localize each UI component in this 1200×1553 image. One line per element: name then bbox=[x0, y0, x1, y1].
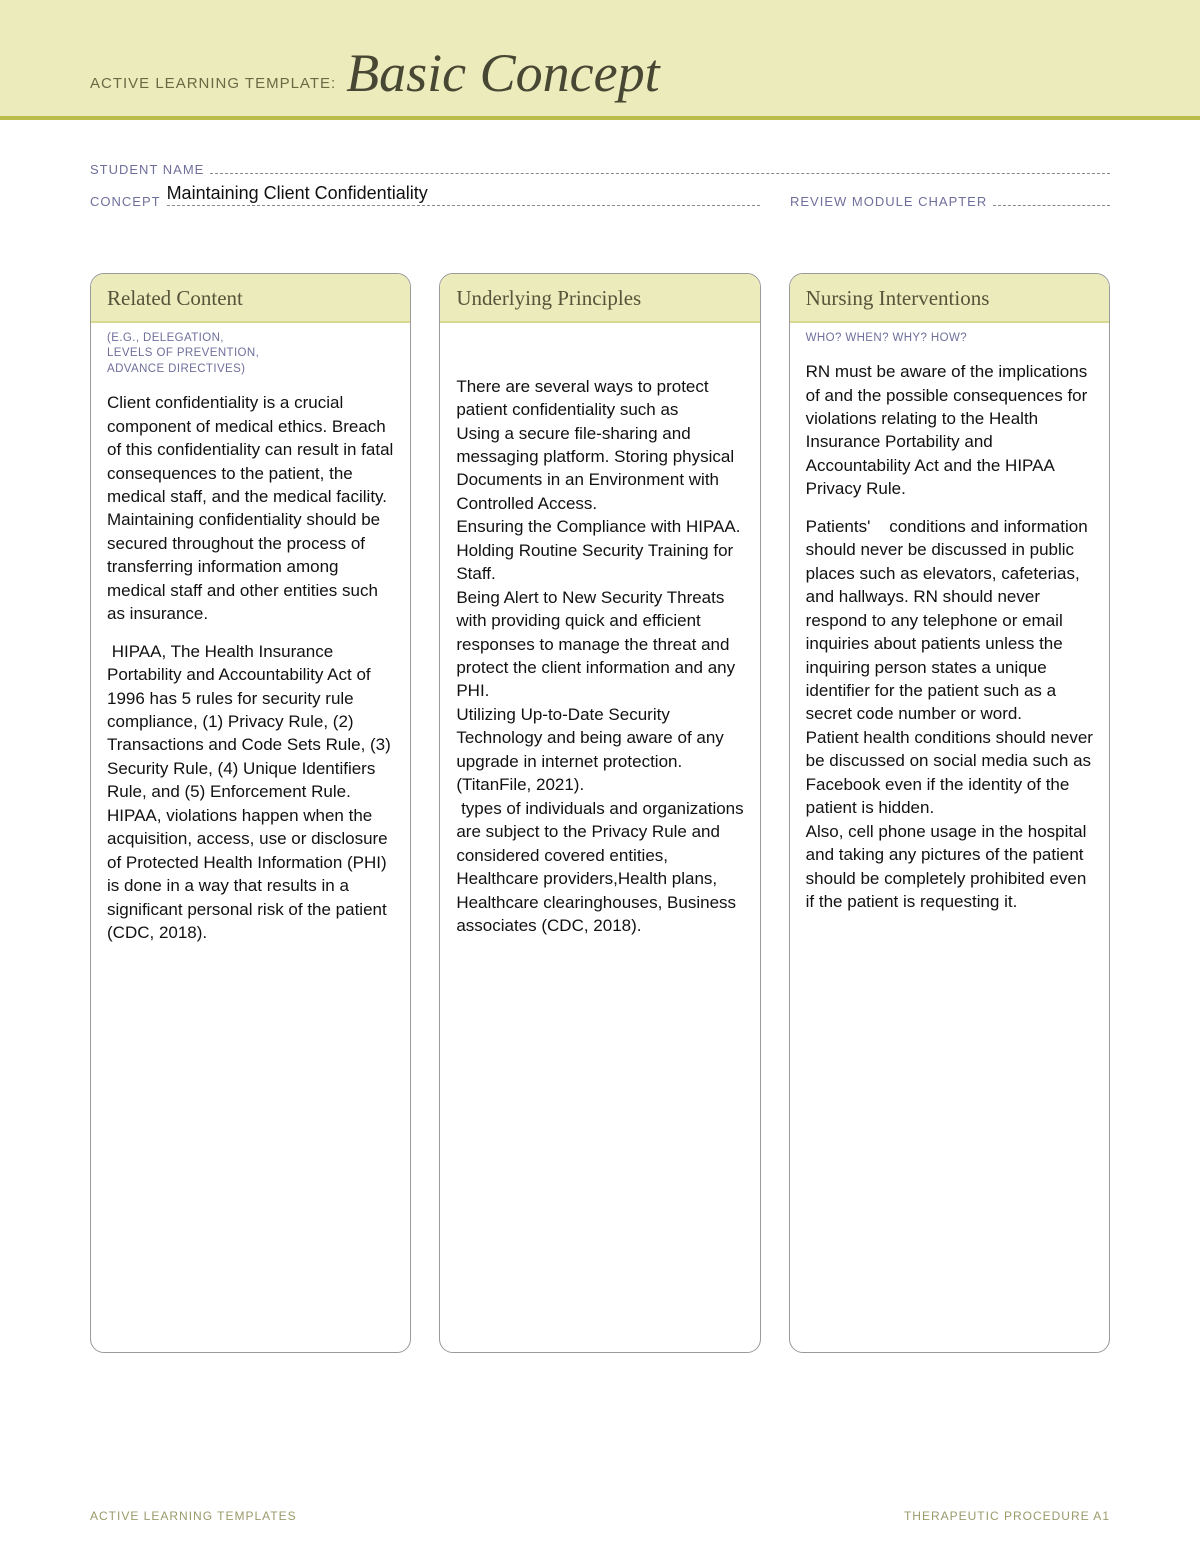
concept-row: CONCEPT Maintaining Client Confidentiali… bbox=[90, 191, 1110, 208]
page: ACTIVE LEARNING TEMPLATE: Basic Concept … bbox=[0, 0, 1200, 1553]
column-body: There are several ways to protect patien… bbox=[440, 367, 759, 968]
student-name-label: STUDENT NAME bbox=[90, 162, 204, 177]
student-name-line bbox=[210, 160, 1110, 174]
paragraph: Client confidentiality is a crucial comp… bbox=[107, 391, 394, 626]
column-header: Related Content bbox=[91, 274, 410, 323]
column-title: Nursing Interventions bbox=[806, 286, 1093, 311]
column-title: Underlying Principles bbox=[456, 286, 743, 311]
concept-label: CONCEPT bbox=[90, 194, 161, 209]
column-title: Related Content bbox=[107, 286, 394, 311]
column-nursing-interventions: Nursing Interventions WHO? WHEN? WHY? HO… bbox=[789, 273, 1110, 1353]
student-row: STUDENT NAME bbox=[90, 160, 1110, 177]
column-underlying-principles: Underlying Principles There are several … bbox=[439, 273, 760, 1353]
review-line bbox=[993, 191, 1110, 205]
footer: ACTIVE LEARNING TEMPLATES THERAPEUTIC PR… bbox=[90, 1509, 1110, 1523]
concept-value: Maintaining Client Confidentiality bbox=[167, 183, 428, 204]
column-related-content: Related Content (E.G., DELEGATION, LEVEL… bbox=[90, 273, 411, 1353]
paragraph: HIPAA, The Health Insurance Portability … bbox=[107, 640, 394, 945]
column-subtitle: WHO? WHEN? WHY? HOW? bbox=[790, 323, 1109, 353]
column-body: RN must be aware of the implications of … bbox=[790, 352, 1109, 943]
column-body: Client confidentiality is a crucial comp… bbox=[91, 383, 410, 974]
header-prefix: ACTIVE LEARNING TEMPLATE: bbox=[90, 75, 336, 92]
header-band: ACTIVE LEARNING TEMPLATE: Basic Concept bbox=[0, 0, 1200, 120]
column-subtitle: (E.G., DELEGATION, LEVELS OF PREVENTION,… bbox=[91, 323, 410, 384]
meta-section: STUDENT NAME CONCEPT Maintaining Client … bbox=[0, 120, 1200, 243]
columns: Related Content (E.G., DELEGATION, LEVEL… bbox=[0, 243, 1200, 1353]
footer-left: ACTIVE LEARNING TEMPLATES bbox=[90, 1509, 297, 1523]
footer-right: THERAPEUTIC PROCEDURE A1 bbox=[904, 1509, 1110, 1523]
column-subtitle bbox=[440, 323, 759, 367]
review-label: REVIEW MODULE CHAPTER bbox=[790, 194, 987, 209]
paragraph: Patients' conditions and information sho… bbox=[806, 515, 1093, 914]
column-header: Nursing Interventions bbox=[790, 274, 1109, 323]
concept-line: Maintaining Client Confidentiality bbox=[167, 191, 760, 205]
paragraph: RN must be aware of the implications of … bbox=[806, 360, 1093, 501]
paragraph: There are several ways to protect patien… bbox=[456, 375, 743, 938]
header-title: Basic Concept bbox=[346, 42, 659, 104]
column-header: Underlying Principles bbox=[440, 274, 759, 323]
